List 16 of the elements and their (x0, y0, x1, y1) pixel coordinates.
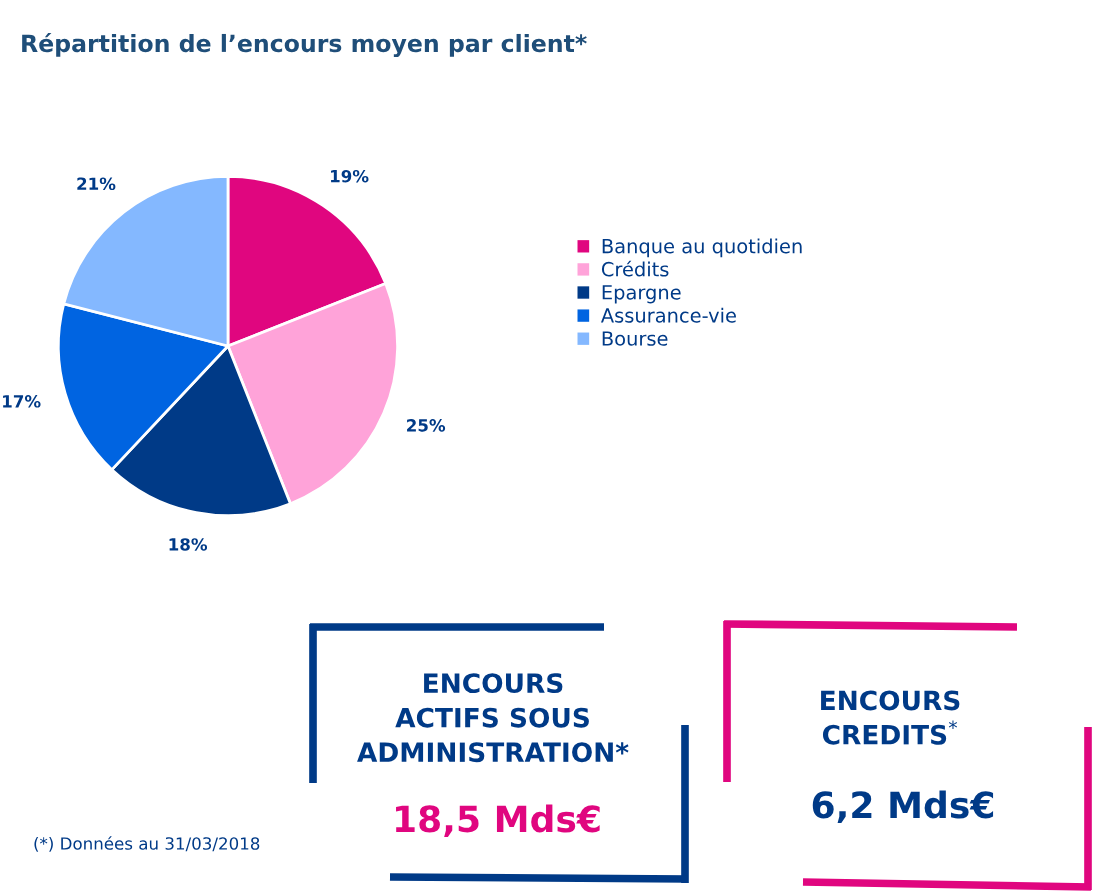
text: 6,2 Mds€ (812, 790, 994, 824)
text: ENCOURS CREDITS$^{*}$ (821, 690, 960, 745)
legend-label: Epargne (602, 285, 681, 304)
data-label: 21% (77, 177, 116, 191)
data-label: 25% (407, 419, 446, 432)
legend-label: Bourse (602, 331, 668, 346)
legend-label: Crédits (601, 260, 669, 277)
data-label: 18% (169, 538, 208, 551)
chart-title: Répartition de l’encours moyen par client* (22, 33, 587, 57)
text: (*) Données au 31/03/2018 (34, 836, 260, 852)
legend-label: Banque au quotidien (602, 238, 802, 258)
text: ENCOURS ACTIFS SOUS ADMINISTRATION* (357, 673, 629, 763)
legend-label: Assurance-vie (600, 307, 736, 323)
text: 18,5 Mds€ (396, 804, 600, 838)
data-label: 17% (3, 395, 41, 408)
data-label: 19% (331, 169, 369, 183)
